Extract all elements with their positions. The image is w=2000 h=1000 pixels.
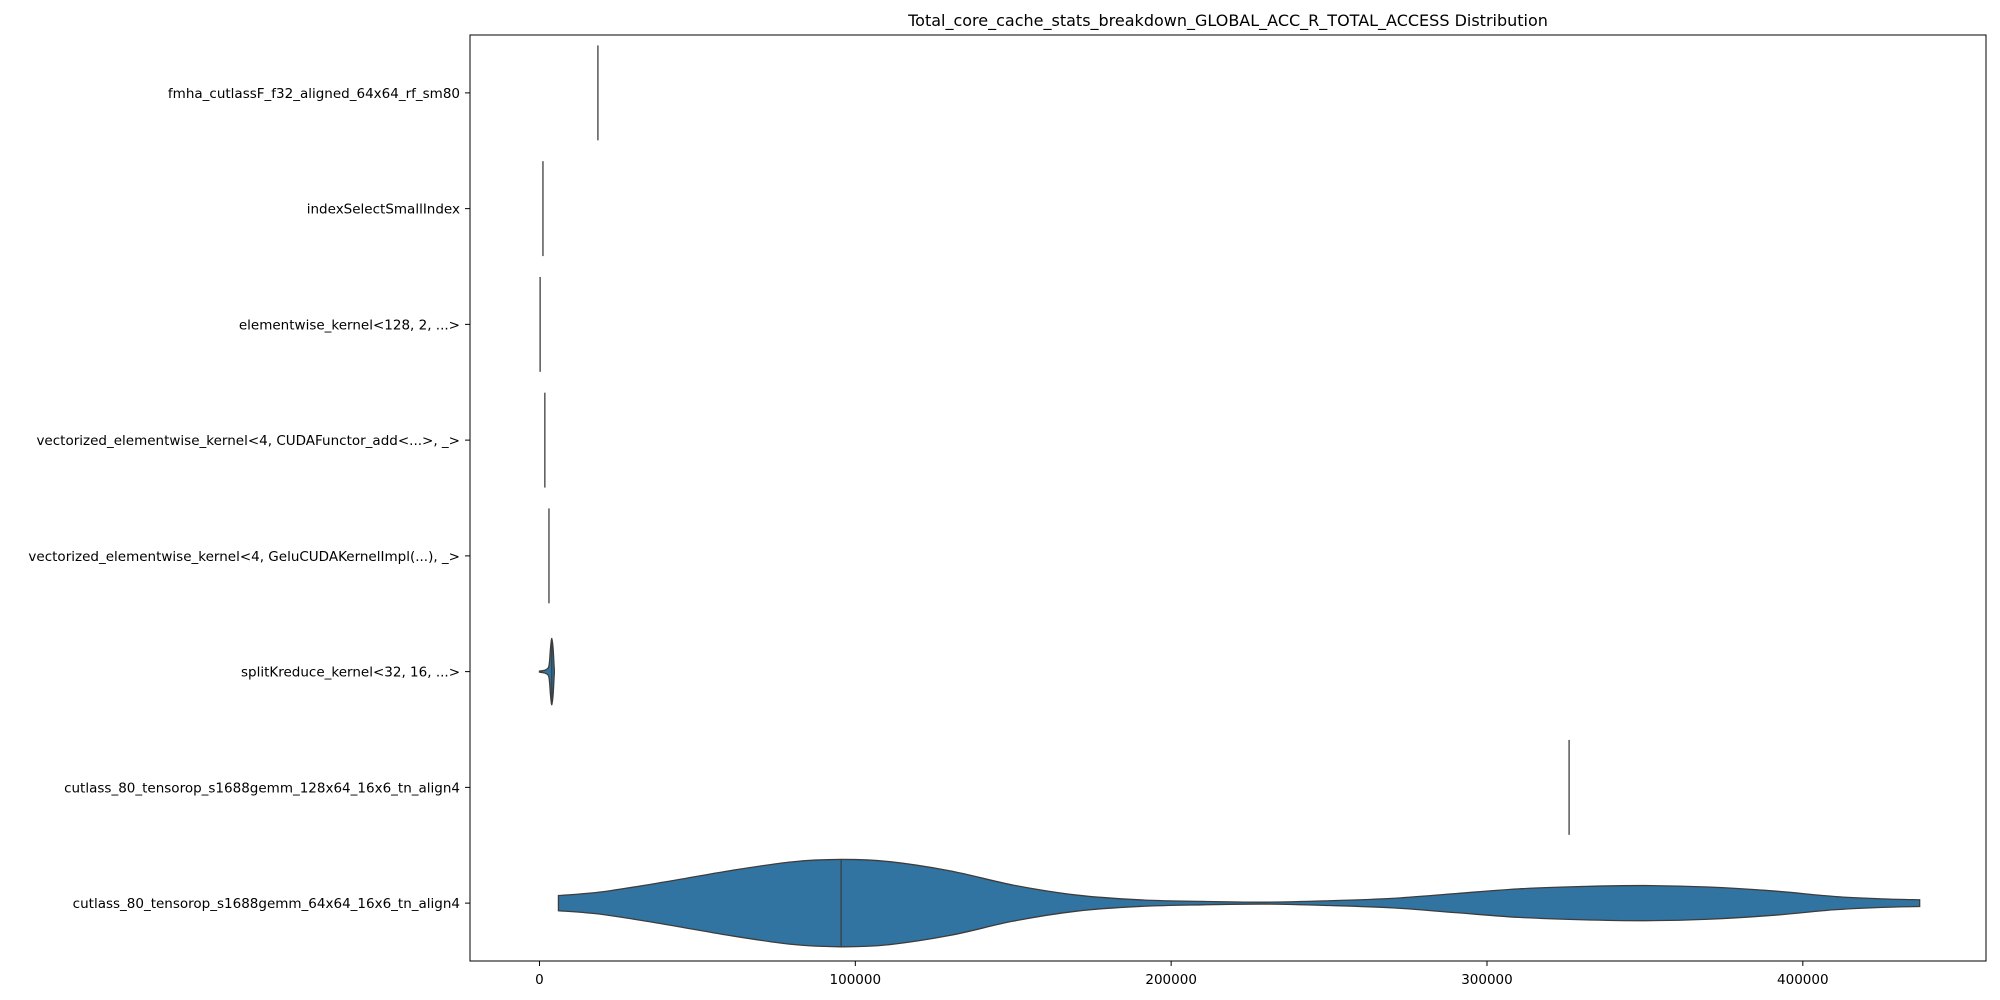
- y-axis: fmha_cutlassF_f32_aligned_64x64_rf_sm80i…: [28, 86, 470, 912]
- y-tick-label: splitKreduce_kernel<32, 16, ...>: [241, 665, 460, 681]
- x-tick-label: 200000: [1145, 972, 1197, 988]
- x-tick-label: 400000: [1777, 972, 1829, 988]
- x-tick-label: 300000: [1461, 972, 1513, 988]
- y-tick-label: cutlass_80_tensorop_s1688gemm_128x64_16x…: [64, 780, 460, 796]
- x-tick-label: 100000: [830, 972, 882, 988]
- y-tick-label: vectorized_elementwise_kernel<4, CUDAFun…: [36, 433, 460, 449]
- violin-6-body: [538, 637, 555, 706]
- violin-8-body: [557, 858, 1921, 948]
- chart-title: Total_core_cache_stats_breakdown_GLOBAL_…: [907, 11, 1548, 31]
- y-tick-label: fmha_cutlassF_f32_aligned_64x64_rf_sm80: [168, 86, 460, 102]
- y-tick-label: elementwise_kernel<128, 2, ...>: [239, 317, 460, 333]
- y-tick-label: cutlass_80_tensorop_s1688gemm_64x64_16x6…: [73, 896, 460, 912]
- x-tick-label: 0: [535, 972, 544, 988]
- plot-frame: [469, 34, 1987, 962]
- violins-layer: [538, 45, 1921, 948]
- y-tick-label: indexSelectSmallIndex: [307, 202, 460, 218]
- y-tick-label: vectorized_elementwise_kernel<4, GeluCUD…: [28, 549, 460, 565]
- x-axis: 0 100000 200000 300000 400000: [535, 961, 1829, 988]
